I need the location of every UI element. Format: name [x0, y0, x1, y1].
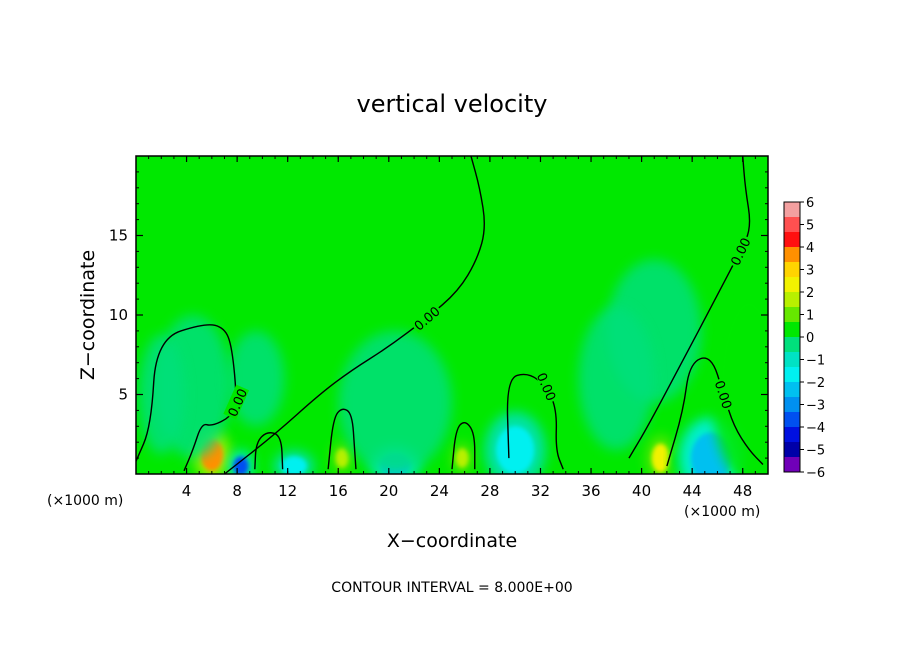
x-tick-label: 36 [581, 482, 600, 500]
velocity-cell [484, 412, 546, 474]
contour-label-bg [726, 233, 753, 269]
y-axis-label: Z−coordinate [77, 250, 99, 380]
velocity-cells [138, 259, 768, 474]
x-tick-label: 32 [531, 482, 550, 500]
colorbar-tick-label: 2 [806, 286, 814, 301]
colorbar-swatch [784, 367, 800, 383]
colorbar-tick-label: 6 [806, 196, 814, 211]
colorbar-swatch [784, 412, 800, 428]
colorbar-tick-label: 1 [806, 309, 814, 324]
colorbar-swatch [784, 307, 800, 323]
colorbar-tick-label: 5 [806, 219, 814, 234]
colorbar-swatch [784, 217, 800, 233]
velocity-cell [338, 330, 452, 474]
colorbar-tick-label: −5 [806, 444, 825, 459]
contour-label-bg [535, 368, 561, 404]
x-tick-label: 48 [733, 482, 752, 500]
x-tick-label: 12 [278, 482, 297, 500]
velocity-cell [228, 450, 254, 474]
contour-cell-26 [451, 421, 476, 470]
velocity-cell [711, 291, 768, 474]
x-axis: 4 8 12 16 20 24 28 32 36 40 44 48 [148, 156, 756, 500]
contour-label-bg [713, 376, 737, 412]
colorbar-tick-label: −2 [806, 376, 825, 391]
contour-label-bg [409, 301, 443, 334]
y-tick-label: 5 [118, 386, 128, 404]
colorbar-swatch [784, 397, 800, 413]
colorbar-tick-label: 4 [806, 241, 814, 256]
contour-central-zero-line [224, 156, 485, 474]
colorbar-swatch [784, 202, 800, 218]
colorbar-swatch [784, 292, 800, 308]
contour-lines: 0.000.000.000.000.00 [136, 156, 764, 474]
contour-label-bg [223, 384, 250, 420]
colorbar-tick-label: −3 [806, 399, 825, 414]
x-tick-label: 28 [480, 482, 499, 500]
velocity-cell [331, 442, 353, 474]
colorbar-swatch [784, 352, 800, 368]
colorbar-swatch [784, 337, 800, 353]
velocity-cell [273, 450, 315, 474]
colorbar-swatch [784, 457, 800, 473]
contour-cell-16 [327, 408, 357, 470]
colorbar-swatch [784, 232, 800, 248]
y-tick-label: 15 [109, 227, 128, 245]
x-tick-label: 44 [683, 482, 702, 500]
colorbar-tick-label: 0 [806, 331, 814, 346]
contour-right-zero-line [628, 156, 751, 459]
colorbar-tick-label: −6 [806, 466, 825, 481]
colorbar-swatch [784, 322, 800, 338]
colorbar: 6 5 4 3 2 1 0 −1 −2 −3 −4 −5 −6 [783, 196, 825, 481]
x-tick-label: 16 [329, 482, 348, 500]
contour-right-lower-loop [666, 357, 764, 467]
velocity-cell [452, 442, 473, 474]
x-unit-right: (×1000 m) [684, 504, 760, 520]
colorbar-swatch [784, 427, 800, 443]
plot-area: 0.000.000.000.000.00 [135, 155, 769, 475]
contour-updraft-envelope [136, 324, 237, 472]
y-tick-label: 10 [109, 306, 128, 324]
y-axis: 5 10 15 [109, 171, 768, 459]
x-tick-label: 24 [430, 482, 449, 500]
x-unit-left: (×1000 m) [47, 493, 123, 509]
x-tick-label: 40 [632, 482, 651, 500]
colorbar-swatch [784, 442, 800, 458]
colorbar-swatch [784, 247, 800, 263]
x-tick-label: 8 [232, 482, 242, 500]
x-tick-label: 20 [379, 482, 398, 500]
colorbar-tick-label: −1 [806, 354, 825, 369]
velocity-cell [252, 446, 273, 474]
colorbar-swatch [784, 382, 800, 398]
velocity-cell [138, 334, 185, 455]
contour-interval-note: CONTOUR INTERVAL = 8.000E+00 [331, 580, 572, 596]
chart-title: vertical velocity [357, 90, 548, 118]
contour-cell-10 [254, 432, 284, 470]
colorbar-tick-label: 3 [806, 264, 814, 279]
colorbar-swatch [784, 262, 800, 278]
velocity-cell [578, 307, 655, 451]
x-axis-label: X−coordinate [387, 530, 517, 552]
x-tick-label: 4 [182, 482, 192, 500]
colorbar-swatch [784, 277, 800, 293]
colorbar-tick-label: −4 [806, 421, 825, 436]
